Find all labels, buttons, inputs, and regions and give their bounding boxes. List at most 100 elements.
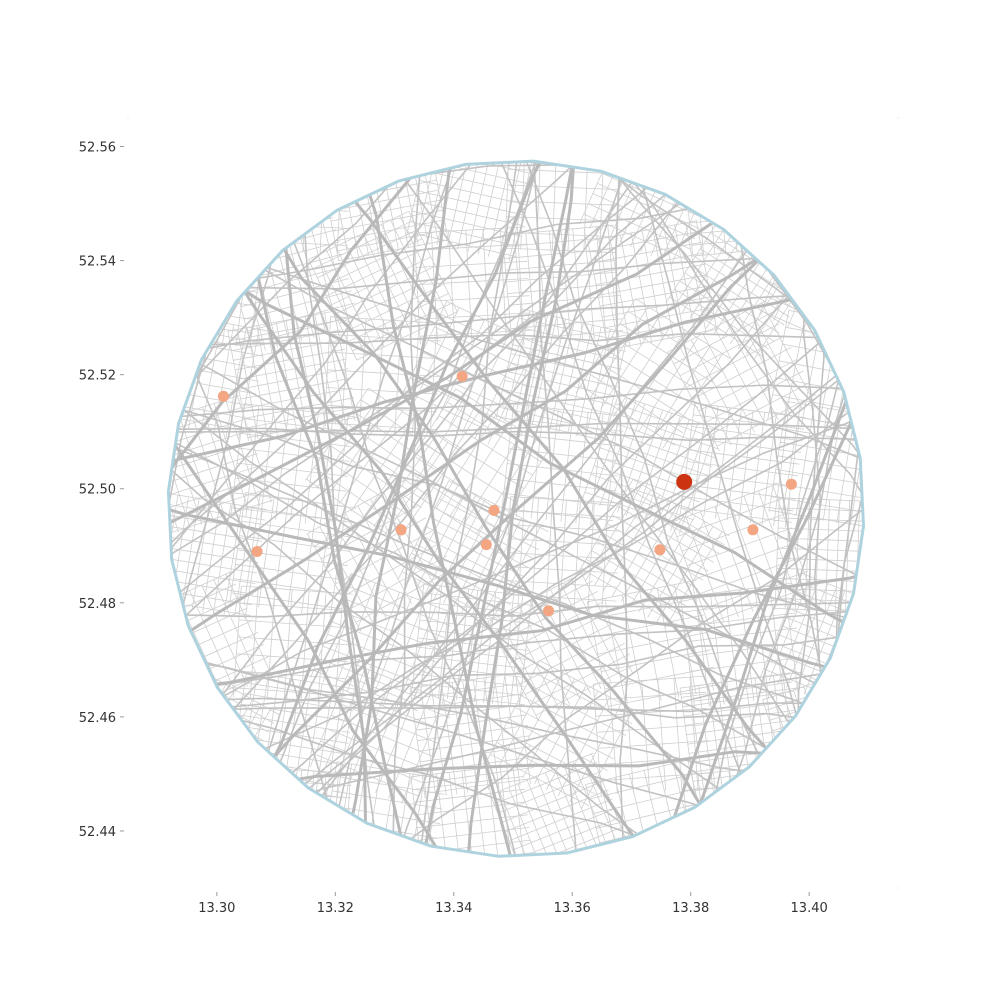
major-street — [229, 161, 440, 857]
location-point — [543, 605, 554, 617]
major-street — [332, 161, 463, 857]
y-tick-label: 52.54 — [79, 255, 116, 270]
minor-streets — [759, 752, 864, 857]
major-street — [168, 271, 864, 489]
minor-streets — [762, 665, 864, 807]
y-tick-label: 52.52 — [79, 369, 116, 384]
y-tick-label: 52.50 — [79, 483, 116, 498]
minor-streets — [413, 226, 532, 345]
street — [176, 161, 735, 771]
major-street — [168, 743, 864, 796]
street — [308, 161, 569, 857]
street — [168, 161, 419, 714]
minor-streets — [766, 161, 864, 263]
street — [473, 161, 864, 646]
major-street — [178, 248, 864, 662]
x-axis: 13.30 13.32 13.34 13.36 13.38 13.40 — [198, 892, 828, 916]
street — [502, 161, 864, 685]
street — [168, 693, 864, 725]
minor-streets — [587, 220, 718, 351]
major-street — [230, 161, 586, 842]
street — [168, 599, 864, 694]
street — [816, 161, 864, 857]
y-tick-label: 52.46 — [79, 711, 116, 726]
location-point — [654, 544, 666, 556]
street — [168, 415, 864, 738]
street — [784, 161, 839, 857]
x-tick-label: 13.32 — [317, 901, 354, 916]
street — [615, 161, 629, 857]
street — [168, 620, 864, 719]
plot-area[interactable] — [127, 117, 899, 889]
street — [366, 161, 864, 489]
frame-corner — [127, 887, 129, 889]
location-point — [456, 370, 468, 382]
street — [379, 161, 647, 857]
street — [168, 378, 864, 421]
street — [773, 161, 864, 857]
street — [168, 702, 864, 715]
street — [168, 161, 579, 692]
minor-streets — [168, 161, 262, 254]
minor-streets — [667, 300, 816, 452]
frame-corner — [127, 117, 129, 119]
location-point — [747, 524, 759, 536]
x-tick-label: 13.30 — [198, 901, 235, 916]
location-point — [488, 504, 500, 516]
location-point — [480, 539, 492, 551]
major-street — [632, 201, 864, 857]
major-street — [168, 161, 559, 655]
location-point — [217, 390, 229, 402]
location-points — [217, 370, 797, 617]
major-street — [168, 551, 864, 697]
street — [168, 420, 864, 440]
street — [796, 161, 835, 857]
street — [168, 280, 864, 362]
major-street — [410, 161, 587, 857]
y-axis: 52.56 52.54 52.52 52.50 52.48 52.46 52.44 — [79, 141, 124, 840]
street — [168, 161, 267, 856]
street — [186, 229, 864, 613]
location-point — [251, 546, 263, 557]
minor-streets — [317, 161, 449, 262]
major-street — [577, 240, 864, 857]
minor-streets — [681, 161, 804, 257]
y-tick-label: 52.56 — [79, 141, 116, 156]
major-street — [302, 161, 820, 808]
street — [230, 292, 864, 825]
minor-streets — [593, 675, 712, 796]
minor-streets — [489, 752, 635, 857]
highlighted-location-point — [676, 473, 693, 490]
street — [240, 324, 864, 840]
major-street — [168, 175, 817, 576]
street — [235, 331, 864, 837]
street — [168, 385, 864, 725]
major-street — [461, 161, 580, 857]
street — [571, 161, 864, 670]
major-street — [244, 184, 739, 857]
major-street — [168, 213, 827, 678]
major-street — [268, 161, 387, 857]
frame-corner — [897, 117, 899, 119]
street — [353, 161, 841, 795]
x-tick-label: 13.38 — [672, 901, 709, 916]
x-tick-label: 13.40 — [791, 901, 828, 916]
location-point — [395, 524, 407, 536]
location-point — [785, 478, 797, 490]
street — [194, 373, 864, 795]
minor-streets — [168, 769, 260, 857]
y-tick-label: 52.48 — [79, 597, 116, 612]
street — [525, 161, 581, 857]
major-street — [168, 484, 864, 689]
street — [168, 232, 864, 491]
street — [407, 161, 527, 857]
minor-streets — [233, 766, 353, 857]
x-tick-label: 13.36 — [554, 901, 591, 916]
major-street — [168, 288, 530, 857]
street — [233, 161, 488, 857]
minor-streets — [405, 161, 540, 262]
major-street — [196, 217, 685, 857]
y-tick-label: 52.44 — [79, 825, 116, 840]
